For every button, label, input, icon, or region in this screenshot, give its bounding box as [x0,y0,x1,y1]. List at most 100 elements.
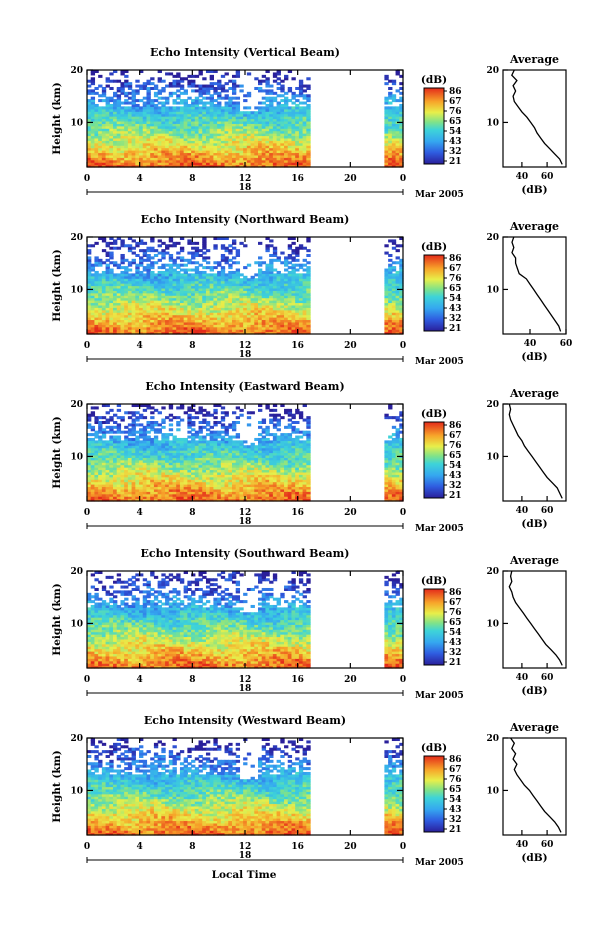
heatmap-cell [183,278,188,282]
heatmap-cell [105,157,110,161]
heatmap-cell [224,150,229,154]
heatmap-cell [246,307,252,311]
heatmap-cell [298,295,304,299]
heatmap-cell [287,244,293,248]
heatmap-cell [239,137,244,141]
heatmap-cell [187,154,192,158]
heatmap-cell [153,304,159,308]
heatmap-cell [298,108,304,112]
heatmap-cell [191,108,196,112]
heatmap-cell [142,145,148,149]
heatmap-cell [131,418,136,422]
heatmap-cell [205,86,211,90]
heatmap-cell [302,314,307,318]
heatmap-cell [135,309,140,313]
heatmap-cell [87,445,92,449]
heatmap-cell [105,319,110,323]
heatmap-cell [94,145,99,149]
heatmap-cell [150,266,155,270]
heatmap-cell [124,268,129,272]
heatmap-cell [287,133,293,137]
heatmap-cell [258,331,263,335]
heatmap-cell [258,326,263,330]
heatmap-cell [258,283,263,287]
heatmap-cell [224,290,229,294]
heatmap-cell [90,89,96,93]
heatmap-cell [146,249,151,253]
heatmap-cell [243,300,248,304]
heatmap-cell [231,120,237,124]
heatmap-cell [120,319,125,323]
heatmap-cell [165,142,170,146]
heatmap-cell [302,150,307,154]
heatmap-cell [90,493,96,497]
heatmap-cell [191,113,196,117]
heatmap-cell [113,111,118,115]
heatmap-cell [98,154,103,158]
heatmap-cell [239,312,244,316]
heatmap-cell [198,116,203,120]
heatmap-cell [176,154,181,158]
heatmap-cell [395,89,400,93]
heatmap-cell [395,118,400,122]
heatmap-cell [135,159,140,163]
heatmap-cell [142,241,148,245]
heatmap-cell [284,312,289,316]
heatmap-cell [265,263,270,267]
heatmap [87,70,404,168]
heatmap-cell [395,113,400,117]
heatmap-cell [384,273,389,277]
heatmap-cell [98,142,103,146]
heatmap-cell [179,237,185,241]
heatmap-cell [272,290,278,294]
heatmap-cell [139,120,144,124]
heatmap-cell [146,164,151,168]
heatmap-cell [269,128,274,132]
heatmap-cell [217,297,222,301]
heatmap-cell [87,469,92,473]
heatmap-cell [198,72,203,76]
heatmap-cell [124,290,129,294]
heatmap-cell [298,152,304,156]
heatmap-cell [231,140,237,144]
heatmap-cell [120,304,125,308]
heatmap-cell [139,84,144,88]
heatmap-cell [87,135,92,139]
heatmap-cell [388,273,393,277]
heatmap-cell [231,317,237,321]
heatmap-cell [191,273,196,277]
heatmap-cell [105,425,110,429]
heatmap-cell [120,326,125,330]
heatmap-cell [127,437,133,441]
heatmap-cell [150,135,155,139]
heatmap-cell [388,268,393,272]
heatmap-cell [101,287,107,291]
heatmap-cell [276,164,281,168]
y-tick-label: 20 [70,233,83,243]
heatmap-cell [213,159,218,163]
heatmap-cell [139,113,144,117]
heatmap-cell [87,290,92,294]
heatmap-cell [235,106,241,110]
heatmap-cell [228,314,233,318]
heatmap-cell [205,108,211,112]
heatmap-cell [127,106,133,110]
heatmap-cell [224,331,229,335]
heatmap-cell [217,142,222,146]
heatmap-cell [395,244,400,248]
heatmap-cell [284,307,289,311]
heatmap-cell [306,270,311,274]
heatmap-cell [258,319,263,323]
heatmap-cell [258,150,263,154]
heatmap-cell [172,101,177,105]
heatmap-cell [87,154,92,158]
heatmap-cell [161,253,166,257]
heatmap-cell [146,106,151,110]
heatmap-cell [127,317,133,321]
heatmap-cell [187,283,192,287]
heatmap-cell [220,314,226,318]
heatmap-cell [295,94,300,98]
heatmap-cell [172,137,177,141]
heatmap-cell [291,292,296,296]
heatmap-cell [90,486,96,490]
